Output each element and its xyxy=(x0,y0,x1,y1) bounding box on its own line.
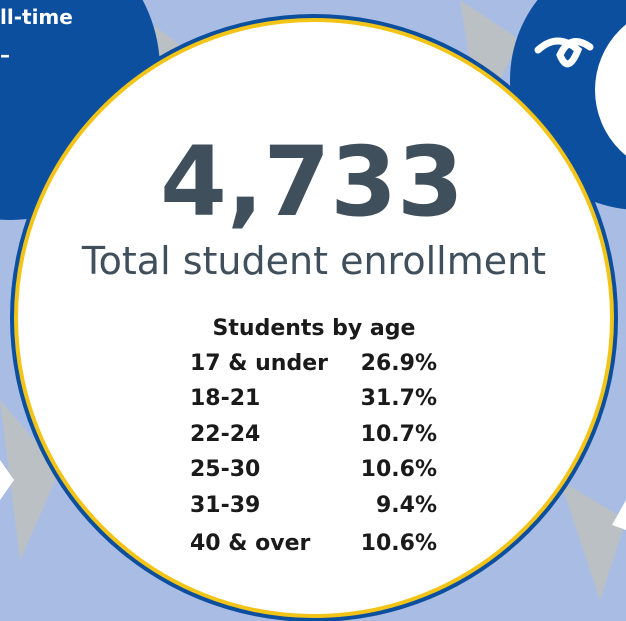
age-label: 18-21 xyxy=(190,386,260,411)
age-share: 31.7% xyxy=(361,386,437,411)
age-label: 22-24 xyxy=(190,422,260,447)
headline-label: Total student enrollment xyxy=(81,239,546,283)
infographic: ll-time – 4,733 Total student enrollment… xyxy=(0,0,626,621)
age-share: 9.4% xyxy=(376,493,437,518)
age-share: 10.6% xyxy=(361,531,437,556)
age-share: 10.6% xyxy=(361,457,437,482)
age-label: 31-39 xyxy=(190,493,260,518)
age-share: 10.7% xyxy=(361,422,437,447)
age-label: 40 & over xyxy=(190,531,310,556)
table-title: Students by age xyxy=(213,316,416,341)
age-label: 17 & under xyxy=(190,351,328,376)
sidebar-line: ll-time xyxy=(0,5,73,29)
sidebar-line: – xyxy=(0,43,10,67)
age-share: 26.9% xyxy=(361,351,437,376)
age-label: 25-30 xyxy=(190,457,260,482)
headline-value: 4,733 xyxy=(160,126,464,238)
